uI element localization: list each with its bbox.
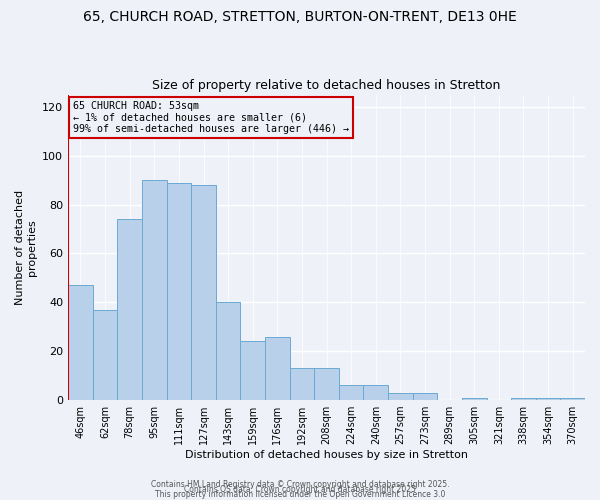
Bar xyxy=(241,342,265,400)
Text: 65 CHURCH ROAD: 53sqm
← 1% of detached houses are smaller (6)
99% of semi-detach: 65 CHURCH ROAD: 53sqm ← 1% of detached h… xyxy=(73,100,349,134)
Title: Size of property relative to detached houses in Stretton: Size of property relative to detached ho… xyxy=(152,79,501,92)
Bar xyxy=(413,393,437,400)
Text: Contains OS data: Crown copyright and database right 2025: Contains OS data: Crown copyright and da… xyxy=(184,485,416,494)
Bar xyxy=(265,336,290,400)
Bar xyxy=(93,310,118,400)
Bar xyxy=(314,368,339,400)
X-axis label: Distribution of detached houses by size in Stretton: Distribution of detached houses by size … xyxy=(185,450,468,460)
Bar xyxy=(118,219,142,400)
Bar xyxy=(167,182,191,400)
Bar xyxy=(388,393,413,400)
Text: This property information licensed under the Open Government Licence 3.0: This property information licensed under… xyxy=(155,490,445,499)
Bar xyxy=(339,386,364,400)
Bar xyxy=(191,185,216,400)
Bar xyxy=(560,398,585,400)
Bar xyxy=(68,285,93,400)
Y-axis label: Number of detached
properties: Number of detached properties xyxy=(15,190,37,305)
Bar xyxy=(511,398,536,400)
Bar xyxy=(536,398,560,400)
Bar xyxy=(364,386,388,400)
Bar xyxy=(290,368,314,400)
Text: 65, CHURCH ROAD, STRETTON, BURTON-ON-TRENT, DE13 0HE: 65, CHURCH ROAD, STRETTON, BURTON-ON-TRE… xyxy=(83,10,517,24)
Bar xyxy=(142,180,167,400)
Bar xyxy=(216,302,241,400)
Bar xyxy=(462,398,487,400)
Text: Contains HM Land Registry data © Crown copyright and database right 2025.: Contains HM Land Registry data © Crown c… xyxy=(151,480,449,489)
